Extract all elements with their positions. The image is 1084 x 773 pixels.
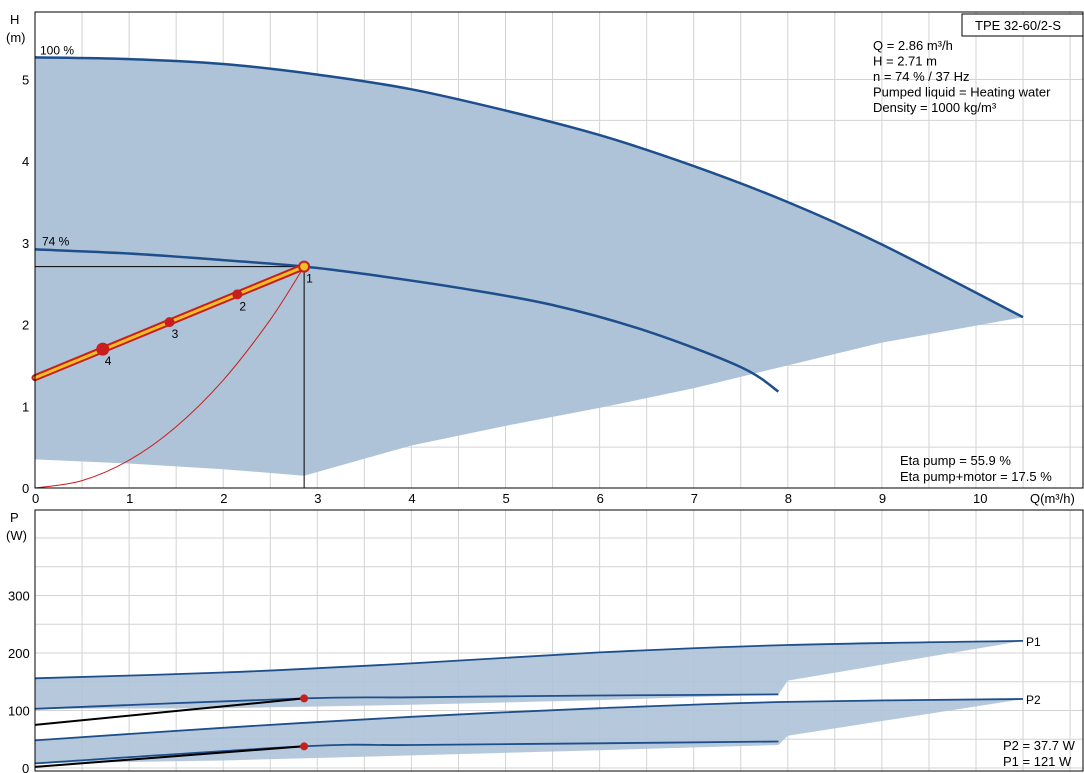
system-curve <box>34 266 305 489</box>
efficiency-line: Eta pump = 55.9 % <box>900 453 1011 468</box>
control-point <box>232 289 243 300</box>
info-line: Pumped liquid = Heating water <box>873 85 1051 100</box>
head-x-tick: 2 <box>220 491 227 506</box>
head-ylabel: H <box>10 12 19 27</box>
head-ticks: 0 1 2 3 4 5 6 7 8 9 10 0 1 2 3 4 5 <box>22 73 987 507</box>
title-box <box>961 13 1084 37</box>
speed-curve-1 <box>34 248 780 393</box>
head-x-tick: 10 <box>973 491 987 506</box>
duty-point <box>298 260 311 273</box>
head-y-tick: 3 <box>22 236 29 251</box>
power-info: P2 = 37.7 WP1 = 121 W <box>1003 738 1076 769</box>
head-x-tick: 7 <box>691 491 698 506</box>
head-xlabel: Q(m³/h) <box>1030 491 1075 506</box>
power-ylabel: P <box>10 510 19 525</box>
power-y-tick: 300 <box>8 589 30 604</box>
head-y-tick: 2 <box>22 318 29 333</box>
power-curve-3 <box>34 740 779 765</box>
power-y-tick: 0 <box>22 761 29 773</box>
control-point <box>164 317 175 328</box>
curve-label-100: 100 % <box>40 43 74 57</box>
power-panel-border <box>34 509 1084 772</box>
head-x-tick: 3 <box>314 491 321 506</box>
head-content: 100 % 74 % 1 2 3 4 <box>31 43 1024 489</box>
point-label: 4 <box>105 354 112 368</box>
head-y-tick: 1 <box>22 399 29 414</box>
head-x-tick: 4 <box>408 491 415 506</box>
head-info: Q = 2.86 m³/hH = 2.71 mn = 74 % / 37 HzP… <box>873 38 1051 115</box>
power-info-line: P1 = 121 W <box>1003 754 1072 769</box>
power-curve-1 <box>34 698 1024 742</box>
power-curve-5 <box>34 745 305 768</box>
power-ylabel-unit: (W) <box>6 528 27 543</box>
power-series-label: P1 <box>1026 635 1041 649</box>
info-line: n = 74 % / 37 Hz <box>873 69 969 84</box>
operating-region <box>35 57 1023 476</box>
head-panel-border <box>34 11 1084 489</box>
head-x-tick: 6 <box>597 491 604 506</box>
info-line: Q = 2.86 m³/h <box>873 38 953 53</box>
power-series-label: P2 <box>1026 693 1041 707</box>
power-y-tick: 100 <box>8 704 30 719</box>
chart-title: TPE 32-60/2-S <box>975 18 1061 33</box>
power-curve-4 <box>34 697 305 726</box>
control-point <box>96 342 110 356</box>
head-x-tick: 8 <box>785 491 792 506</box>
point-label: 1 <box>306 272 313 286</box>
efficiency-line: Eta pump+motor = 17.5 % <box>900 469 1052 484</box>
head-x-tick: 1 <box>126 491 133 506</box>
curve-label-74: 74 % <box>42 234 70 248</box>
info-line: Density = 1000 kg/m³ <box>873 100 997 115</box>
head-x-tick: 9 <box>879 491 886 506</box>
info-line: H = 2.71 m <box>873 54 937 69</box>
head-x-tick: 0 <box>32 491 39 506</box>
head-y-tick: 4 <box>22 154 29 169</box>
power-y-tick: 200 <box>8 646 30 661</box>
head-efficiency: Eta pump = 55.9 %Eta pump+motor = 17.5 % <box>900 453 1052 484</box>
power-ticks: 0 100 200 300 <box>8 589 30 773</box>
power-point <box>300 742 309 751</box>
power-curve-0 <box>34 640 1024 680</box>
head-y-tick: 5 <box>22 73 29 88</box>
point-label: 3 <box>172 327 179 341</box>
power-info-line: P2 = 37.7 W <box>1003 738 1076 753</box>
speed-curve-0 <box>34 56 1024 319</box>
head-y-tick: 0 <box>22 481 29 496</box>
point-label: 2 <box>239 299 246 313</box>
power-curve-2 <box>34 693 779 710</box>
power-region-1 <box>35 640 1023 709</box>
head-ylabel-unit: (m) <box>6 30 26 45</box>
head-x-tick: 5 <box>503 491 510 506</box>
power-point <box>300 694 309 703</box>
power-content: P1 P2 <box>34 635 1041 768</box>
